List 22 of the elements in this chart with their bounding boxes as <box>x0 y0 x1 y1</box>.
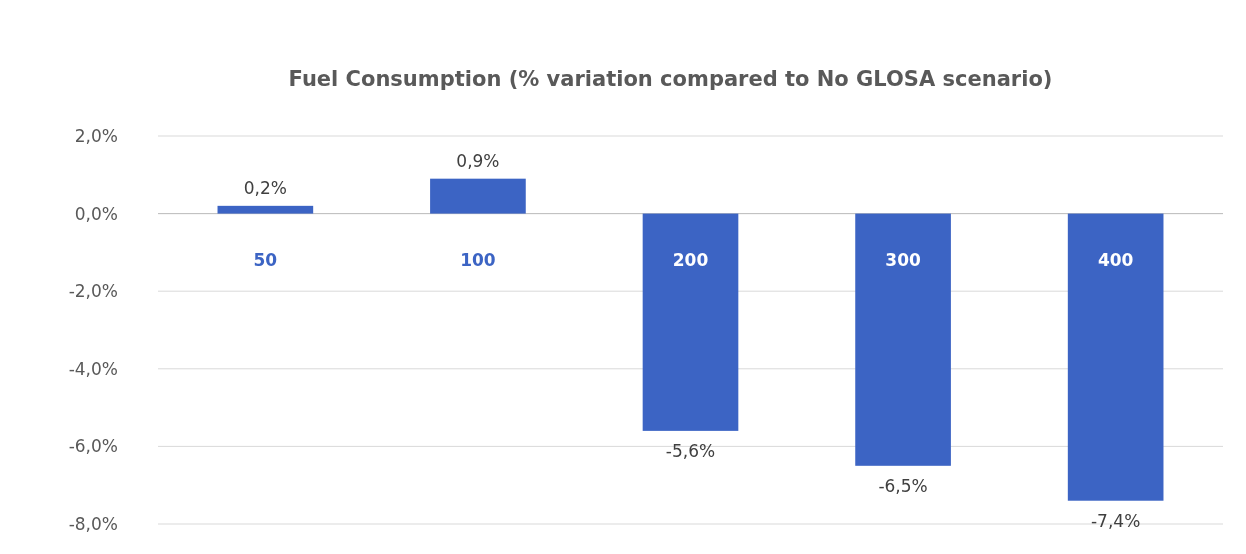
bar <box>1067 213 1164 501</box>
x-tick-label: 200 <box>672 249 709 270</box>
x-tick-label: 400 <box>1097 249 1134 270</box>
x-tick-label: 100 <box>460 249 496 270</box>
x-tick-label: 300 <box>885 249 921 270</box>
x-tick-label: 50 <box>253 249 278 270</box>
y-tick-label: -8,0% <box>68 514 118 534</box>
bar <box>217 205 314 214</box>
y-tick-label: 2,0% <box>74 126 118 146</box>
chart-title: Fuel Consumption (% variation compared to No GLOSA scenario) <box>288 67 1053 91</box>
data-label: -7,4% <box>1090 510 1141 531</box>
data-label: -6,5% <box>878 475 928 496</box>
y-tick-label: -4,0% <box>68 358 118 379</box>
y-tick-label: -2,0% <box>68 281 118 302</box>
bar <box>430 178 526 214</box>
data-label: 0,9% <box>456 150 500 171</box>
data-label: -5,6% <box>665 440 716 461</box>
bar <box>855 213 951 466</box>
y-tick-label: -6,0% <box>68 436 118 457</box>
bar <box>642 213 739 431</box>
y-tick-label: 0,0% <box>74 203 118 224</box>
data-label: 0,2% <box>243 177 287 198</box>
